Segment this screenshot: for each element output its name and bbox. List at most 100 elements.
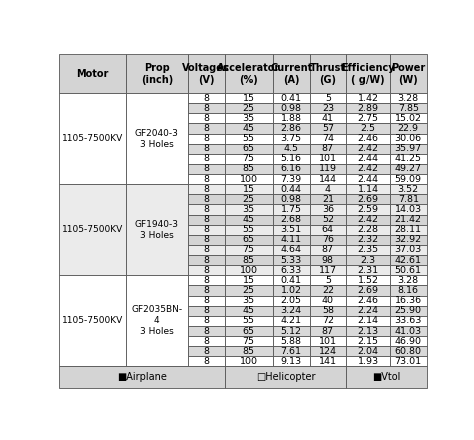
Text: 87: 87 bbox=[322, 246, 334, 254]
Text: 2.32: 2.32 bbox=[357, 235, 379, 244]
Text: Current
(A): Current (A) bbox=[270, 62, 312, 85]
Text: 8: 8 bbox=[203, 104, 209, 113]
Bar bbox=[310, 326, 346, 336]
Text: 2.89: 2.89 bbox=[357, 104, 379, 113]
Text: 3.51: 3.51 bbox=[281, 225, 302, 234]
Text: 85: 85 bbox=[243, 165, 255, 173]
Text: 8: 8 bbox=[203, 266, 209, 275]
Bar bbox=[225, 194, 273, 205]
Bar bbox=[390, 225, 427, 235]
Bar bbox=[225, 93, 273, 103]
Text: 2.35: 2.35 bbox=[357, 246, 379, 254]
Text: 8: 8 bbox=[203, 286, 209, 295]
Bar bbox=[273, 55, 310, 93]
Text: 85: 85 bbox=[243, 256, 255, 264]
Text: 144: 144 bbox=[319, 175, 337, 183]
Bar bbox=[273, 316, 310, 326]
Bar bbox=[390, 336, 427, 346]
Bar bbox=[225, 245, 273, 255]
Text: Thrust
(G): Thrust (G) bbox=[310, 62, 346, 85]
Text: 8: 8 bbox=[203, 235, 209, 244]
Text: 101: 101 bbox=[319, 154, 337, 163]
Text: 3.24: 3.24 bbox=[281, 306, 302, 315]
Text: 2.69: 2.69 bbox=[357, 286, 379, 295]
Text: 5.33: 5.33 bbox=[281, 256, 302, 264]
Bar bbox=[225, 133, 273, 143]
Text: 64: 64 bbox=[322, 225, 334, 234]
Text: 16.36: 16.36 bbox=[395, 296, 422, 305]
Bar bbox=[310, 215, 346, 225]
Bar bbox=[188, 55, 225, 93]
Text: 55: 55 bbox=[243, 225, 255, 234]
Bar bbox=[310, 296, 346, 306]
Text: 15: 15 bbox=[243, 276, 255, 285]
Text: 2.44: 2.44 bbox=[357, 175, 379, 183]
Text: 33.63: 33.63 bbox=[394, 316, 422, 325]
Bar bbox=[390, 194, 427, 205]
Text: 117: 117 bbox=[319, 266, 337, 275]
Bar bbox=[273, 306, 310, 316]
Text: Prop
(inch): Prop (inch) bbox=[141, 62, 173, 85]
Bar bbox=[310, 316, 346, 326]
Bar bbox=[346, 143, 390, 154]
Bar bbox=[188, 143, 225, 154]
Bar bbox=[273, 296, 310, 306]
Bar bbox=[225, 346, 273, 356]
Text: Efficiency
( g/W): Efficiency ( g/W) bbox=[341, 62, 395, 85]
Text: 119: 119 bbox=[319, 165, 337, 173]
Bar bbox=[225, 326, 273, 336]
Text: 7.81: 7.81 bbox=[398, 195, 419, 204]
Bar bbox=[126, 184, 188, 275]
Bar bbox=[390, 154, 427, 164]
Text: GF2035BN-
4
3 Holes: GF2035BN- 4 3 Holes bbox=[131, 305, 182, 337]
Bar bbox=[225, 174, 273, 184]
Text: 21.42: 21.42 bbox=[395, 215, 422, 224]
Text: 8.16: 8.16 bbox=[398, 286, 419, 295]
Text: 100: 100 bbox=[240, 357, 258, 366]
Bar bbox=[390, 55, 427, 93]
Text: 0.98: 0.98 bbox=[281, 104, 301, 113]
Text: 1.02: 1.02 bbox=[281, 286, 301, 295]
Bar bbox=[310, 255, 346, 265]
Text: 8: 8 bbox=[203, 316, 209, 325]
Bar bbox=[390, 316, 427, 326]
Bar bbox=[188, 356, 225, 367]
Bar bbox=[346, 215, 390, 225]
Bar bbox=[310, 164, 346, 174]
Bar bbox=[188, 113, 225, 123]
Bar bbox=[346, 356, 390, 367]
Bar bbox=[310, 184, 346, 194]
Bar bbox=[346, 367, 427, 388]
Text: 45: 45 bbox=[243, 124, 255, 133]
Text: 72: 72 bbox=[322, 316, 334, 325]
Bar bbox=[346, 326, 390, 336]
Bar bbox=[225, 275, 273, 286]
Bar bbox=[225, 306, 273, 316]
Text: 1.75: 1.75 bbox=[281, 205, 301, 214]
Text: Power
(W): Power (W) bbox=[391, 62, 425, 85]
Text: 25: 25 bbox=[243, 104, 255, 113]
Text: 14.03: 14.03 bbox=[395, 205, 422, 214]
Text: 23: 23 bbox=[322, 104, 334, 113]
Text: 35: 35 bbox=[243, 114, 255, 123]
Text: 35: 35 bbox=[243, 296, 255, 305]
Bar bbox=[188, 255, 225, 265]
Text: 8: 8 bbox=[203, 175, 209, 183]
Text: 8: 8 bbox=[203, 154, 209, 163]
Bar bbox=[225, 316, 273, 326]
Bar bbox=[310, 306, 346, 316]
Bar bbox=[346, 316, 390, 326]
Bar bbox=[188, 296, 225, 306]
Bar bbox=[390, 103, 427, 113]
Bar bbox=[346, 255, 390, 265]
Text: 45: 45 bbox=[243, 215, 255, 224]
Bar bbox=[273, 286, 310, 296]
Bar bbox=[390, 133, 427, 143]
Text: 45: 45 bbox=[243, 306, 255, 315]
Bar bbox=[273, 133, 310, 143]
Text: 0.98: 0.98 bbox=[281, 195, 301, 204]
Text: 41.03: 41.03 bbox=[395, 326, 422, 336]
Bar bbox=[225, 55, 273, 93]
Text: 2.42: 2.42 bbox=[357, 144, 379, 153]
Bar bbox=[346, 346, 390, 356]
